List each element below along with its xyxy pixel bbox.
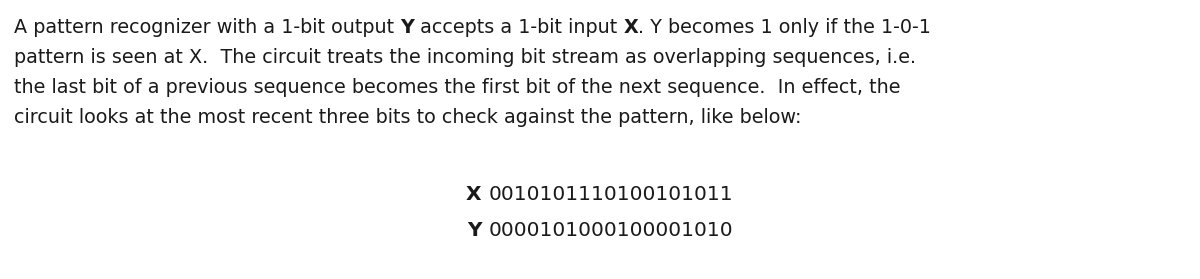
Text: accepts a 1-bit input: accepts a 1-bit input — [414, 18, 624, 37]
Text: X: X — [624, 18, 638, 37]
Text: pattern is seen at X.  The circuit treats the incoming bit stream as overlapping: pattern is seen at X. The circuit treats… — [14, 48, 916, 67]
Text: circuit looks at the most recent three bits to check against the pattern, like b: circuit looks at the most recent three b… — [14, 108, 802, 127]
Text: Y: Y — [401, 18, 414, 37]
Text: X: X — [467, 186, 488, 205]
Text: A pattern recognizer with a 1-bit output: A pattern recognizer with a 1-bit output — [14, 18, 401, 37]
Text: . Y becomes 1 only if the 1-0-1: . Y becomes 1 only if the 1-0-1 — [638, 18, 931, 37]
Text: 0010101110100101011: 0010101110100101011 — [488, 186, 733, 205]
Text: Y: Y — [467, 220, 488, 239]
Text: the last bit of a previous sequence becomes the first bit of the next sequence. : the last bit of a previous sequence beco… — [14, 78, 900, 97]
Text: 0000101000100001010: 0000101000100001010 — [488, 220, 733, 239]
